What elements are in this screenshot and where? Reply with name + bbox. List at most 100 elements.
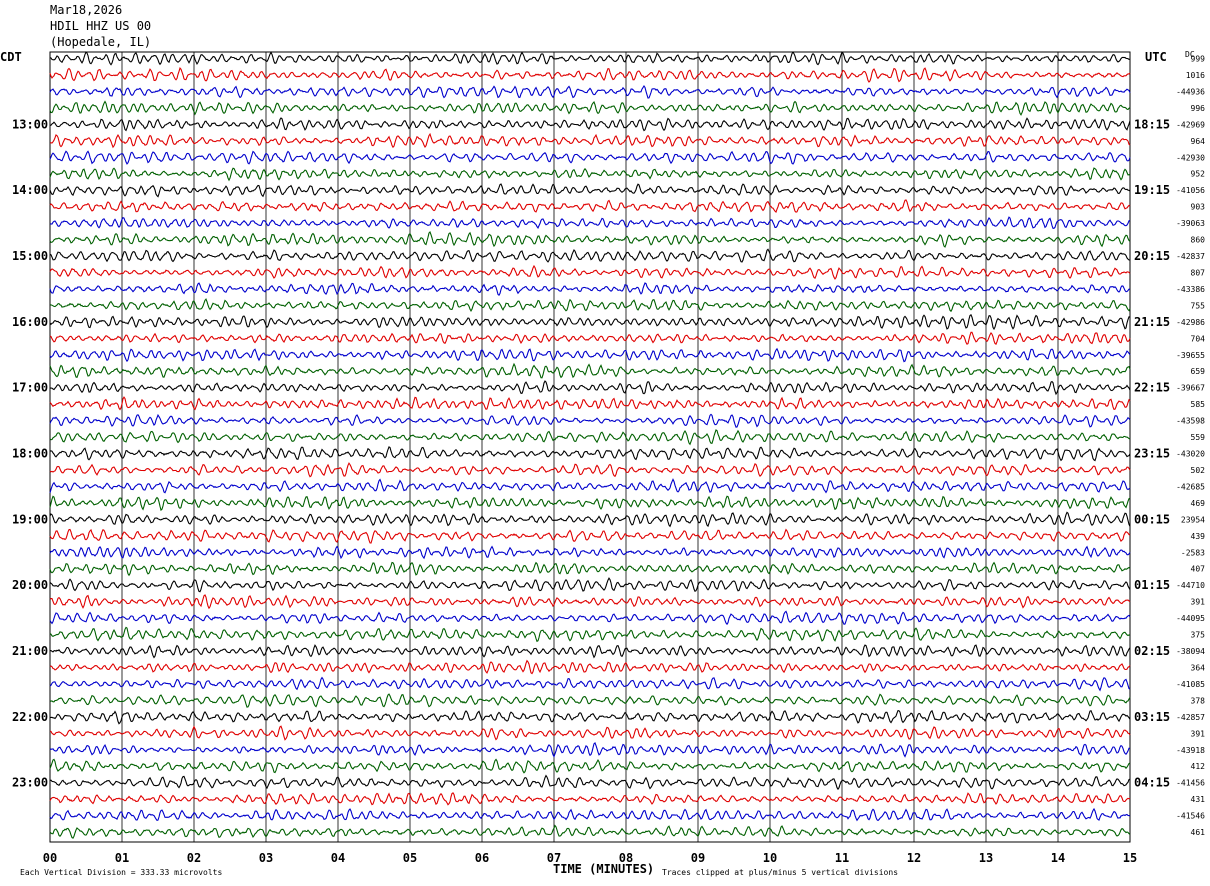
x-tick-label: 01	[115, 851, 129, 865]
trace-row-41	[49, 725, 1131, 741]
plot-frame	[49, 51, 1131, 843]
right-hour-label: 22:15	[1134, 381, 1170, 395]
dc-offset-label: 375	[1191, 631, 1206, 640]
x-tick-label: 00	[43, 851, 57, 865]
left-hour-label: 18:00	[12, 447, 48, 461]
date-label: Mar18,2026	[50, 3, 123, 17]
x-axis-ticks: 00 01 02 03 04 05 06 07 08 09 10 11 12 13 14 15	[43, 851, 1137, 865]
x-axis-title: TIME (MINUTES)	[553, 862, 654, 876]
right-hour-label: 21:15	[1134, 315, 1170, 329]
left-hour-label: 14:00	[12, 183, 48, 197]
dc-offset-labels: 999 1016 -44936 996 -42969 964 -42930 952 -41056…	[1176, 55, 1205, 838]
trace-row-36	[49, 644, 1131, 659]
dc-offset-label: 23954	[1181, 515, 1205, 524]
dc-offset-label: 996	[1191, 104, 1206, 113]
dc-offset-label: -43020	[1176, 450, 1205, 459]
dc-offset-label: -39063	[1176, 219, 1205, 228]
trace-row-32	[49, 577, 1131, 593]
right-time-labels: 18:15 19:15 20:15 21:15 22:15 23:15 00:15 01:15…	[1134, 117, 1170, 789]
trace-row-2	[49, 84, 1131, 99]
trace-row-45	[49, 792, 1131, 806]
right-hour-label: 19:15	[1134, 183, 1170, 197]
trace-row-37	[49, 659, 1131, 675]
dc-offset-label: 903	[1191, 203, 1206, 212]
left-hour-label: 20:00	[12, 578, 48, 592]
left-hour-label: 13:00	[12, 117, 48, 131]
trace-row-43	[49, 758, 1131, 774]
trace-row-13	[49, 264, 1131, 280]
dc-offset-label: -41546	[1176, 812, 1205, 821]
dc-offset-label: 391	[1191, 729, 1206, 738]
left-hour-label: 19:00	[12, 512, 48, 526]
right-hour-label: 23:15	[1134, 447, 1170, 461]
trace-row-18	[49, 347, 1131, 363]
dc-offset-label: -41085	[1176, 680, 1205, 689]
trace-row-8	[49, 183, 1131, 198]
dc-offset-label: -42685	[1176, 482, 1205, 491]
x-tick-label: 15	[1123, 851, 1137, 865]
dc-offset-label: -42969	[1176, 120, 1205, 129]
trace-row-35	[49, 626, 1131, 643]
trace-row-34	[49, 610, 1131, 626]
trace-row-12	[49, 248, 1130, 263]
right-hour-label: 01:15	[1134, 578, 1170, 592]
dc-offset-label: -39655	[1176, 351, 1205, 360]
dc-offset-label: 461	[1191, 828, 1206, 837]
dc-offset-label: 431	[1191, 795, 1206, 804]
left-hour-label: 15:00	[12, 249, 48, 263]
trace-row-39	[49, 693, 1131, 708]
right-hour-label: 00:15	[1134, 512, 1170, 526]
dc-offset-label: -2583	[1181, 548, 1205, 557]
trace-row-30	[49, 545, 1131, 560]
trace-row-5	[49, 132, 1131, 149]
left-hour-label: 16:00	[12, 315, 48, 329]
right-hour-label: 03:15	[1134, 710, 1170, 724]
trace-row-11	[49, 231, 1131, 248]
dc-offset-label: -42837	[1176, 252, 1205, 261]
x-tick-label: 11	[835, 851, 849, 865]
plot-grid	[49, 51, 1131, 843]
trace-row-6	[49, 150, 1131, 165]
dc-offset-label: -44095	[1176, 614, 1205, 623]
dc-offset-label: -44710	[1176, 581, 1205, 590]
x-tick-label: 03	[259, 851, 273, 865]
dc-offset-label: -44936	[1176, 87, 1205, 96]
clip-note: Traces clipped at plus/minus 5 vertical …	[662, 868, 898, 877]
dc-offset-label: -41056	[1176, 186, 1205, 195]
x-tick-label: 13	[979, 851, 993, 865]
x-tick-label: 12	[907, 851, 921, 865]
dc-offset-label: 559	[1191, 433, 1206, 442]
x-tick-label: 04	[331, 851, 345, 865]
trace-group	[49, 51, 1131, 839]
trace-row-4	[49, 117, 1131, 132]
trace-row-22	[49, 413, 1131, 428]
trace-row-17	[49, 331, 1131, 346]
trace-row-10	[49, 216, 1131, 229]
dc-offset-label: -41456	[1176, 779, 1205, 788]
dc-offset-label: 704	[1191, 334, 1206, 343]
right-hour-label: 20:15	[1134, 249, 1170, 263]
dc-header-label: DC	[1185, 50, 1195, 59]
dc-offset-label: 952	[1191, 170, 1206, 179]
trace-row-28	[49, 511, 1131, 528]
trace-row-33	[49, 594, 1131, 610]
dc-offset-label: 502	[1191, 466, 1206, 475]
right-hour-label: 04:15	[1134, 776, 1170, 790]
trace-row-42	[49, 741, 1131, 758]
trace-row-21	[49, 396, 1131, 411]
dc-offset-label: -42986	[1176, 318, 1205, 327]
left-hour-label: 23:00	[12, 776, 48, 790]
dc-offset-label: -42930	[1176, 153, 1205, 162]
location-label: (Hopedale, IL)	[50, 35, 152, 49]
left-hour-label: 21:00	[12, 644, 48, 658]
dc-offset-label: 391	[1191, 598, 1206, 607]
left-time-labels: 13:00 14:00 15:00 16:00 17:00 18:00 19:00 20:00…	[12, 117, 48, 789]
trace-row-7	[49, 167, 1131, 182]
dc-offset-label: -38094	[1176, 647, 1205, 656]
left-hour-label: 17:00	[12, 381, 48, 395]
trace-row-38	[49, 676, 1131, 692]
dc-offset-label: 378	[1191, 696, 1206, 705]
x-tick-label: 05	[403, 851, 417, 865]
trace-row-1	[49, 67, 1131, 83]
trace-row-47	[49, 824, 1131, 839]
